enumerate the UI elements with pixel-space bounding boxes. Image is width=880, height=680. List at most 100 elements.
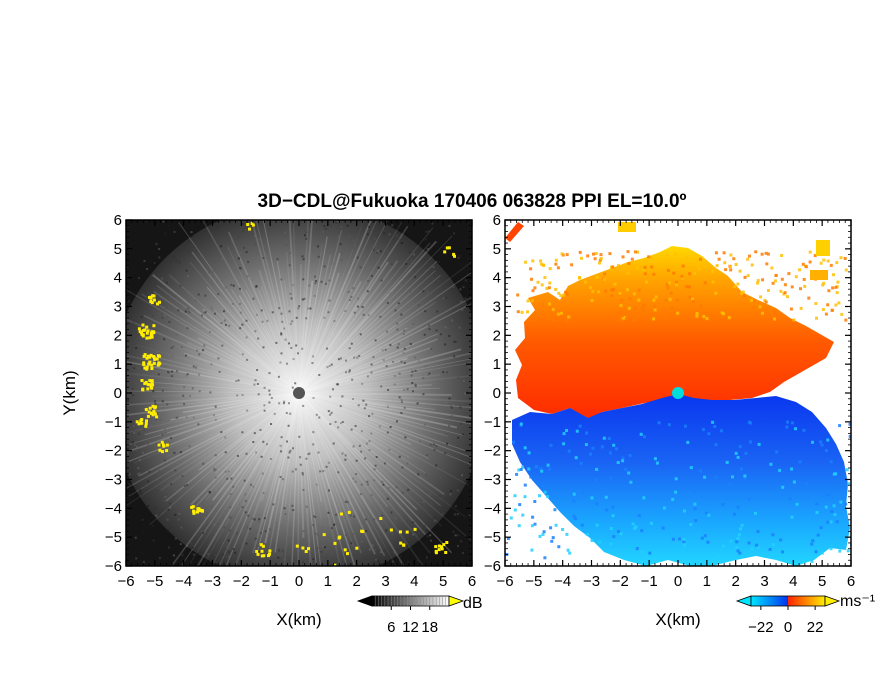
velocity-pixel: [829, 263, 833, 267]
speckle-pixel: [453, 513, 456, 516]
velocity-pixel: [661, 526, 665, 530]
velocity-pixel: [820, 551, 824, 555]
speckle-pixel: [372, 248, 375, 251]
velocity-pixel: [844, 502, 848, 506]
velocity-pixel: [681, 264, 685, 268]
radial-streak: [126, 354, 300, 394]
speckle-pixel: [214, 405, 217, 408]
velocity-pixel: [560, 252, 564, 256]
velocity-pixel: [846, 549, 850, 553]
radial-streak: [190, 392, 300, 506]
velocity-pixel: [637, 288, 641, 292]
radial-streak: [138, 392, 300, 477]
velocity-pixel: [633, 306, 637, 310]
velocity-pixel: [752, 305, 756, 309]
speckle-pixel: [186, 484, 188, 486]
speckle-pixel: [147, 480, 150, 483]
velocity-pixel: [540, 469, 544, 473]
speckle-pixel: [175, 259, 178, 262]
velocity-pixel: [648, 551, 652, 555]
speckle-pixel: [163, 338, 166, 341]
speckle-pixel: [179, 543, 182, 546]
velocity-pixel: [567, 449, 571, 453]
speckle-pixel: [253, 518, 256, 521]
speckle-pixel: [168, 321, 171, 323]
velocity-pixel: [680, 274, 684, 278]
speckle-pixel: [151, 275, 154, 278]
speckle-pixel: [442, 512, 445, 515]
velocity-pixel: [826, 303, 830, 307]
speckle-pixel: [328, 365, 331, 367]
velocity-pixel: [529, 318, 533, 322]
velocity-pixel: [748, 254, 751, 258]
speckle-pixel: [361, 382, 364, 385]
speckle-pixel: [288, 402, 290, 405]
radial-streak: [168, 274, 300, 394]
velocity-pixel: [734, 263, 738, 266]
speckle-pixel: [280, 352, 283, 355]
velocity-pixel: [580, 523, 584, 527]
speckle-pixel: [145, 406, 148, 409]
velocity-pixel: [707, 513, 711, 517]
velocity-pixel: [711, 270, 714, 274]
speckle-pixel: [190, 542, 193, 545]
y-tick-label: −3: [484, 472, 501, 489]
speckle-pixel: [360, 540, 363, 543]
velocity-pixel: [722, 312, 725, 316]
speckle-pixel: [352, 445, 355, 448]
radial-streak: [198, 337, 300, 394]
speckle-pixel: [410, 259, 413, 262]
speckle-pixel: [461, 552, 464, 555]
strong-echo-pixel: [156, 354, 160, 358]
speckle-pixel: [213, 312, 216, 315]
speckle-pixel: [127, 400, 129, 403]
speckle-pixel: [376, 234, 379, 237]
speckle-pixel: [171, 354, 174, 357]
speckle-pixel: [239, 302, 242, 305]
strong-echo-pixel: [152, 324, 156, 328]
x-tick-label: 2: [731, 573, 739, 590]
speckle-pixel: [394, 517, 397, 520]
velocity-pixel: [565, 292, 569, 296]
speckle-pixel: [127, 452, 129, 455]
speckle-pixel: [278, 307, 281, 310]
y-tick-label: 5: [493, 241, 501, 258]
speckle-pixel: [220, 431, 223, 434]
strong-echo-pixel: [255, 550, 259, 553]
speckle-pixel: [190, 231, 193, 234]
speckle-pixel: [452, 285, 455, 288]
radial-streak: [298, 392, 472, 419]
speckle-pixel: [422, 501, 425, 504]
velocity-pixel: [767, 289, 770, 292]
speckle-pixel: [426, 291, 429, 294]
speckle-pixel: [228, 547, 231, 550]
speckle-pixel: [424, 310, 427, 313]
velocity-pixel: [619, 304, 623, 308]
velocity-pixel: [750, 547, 754, 551]
speckle-pixel: [355, 459, 358, 462]
speckle-pixel: [312, 443, 315, 446]
speckle-pixel: [350, 296, 353, 299]
speckle-pixel: [214, 418, 217, 421]
velocity-pixel: [612, 443, 616, 447]
velocity-pixel: [829, 460, 833, 464]
speckle-pixel: [426, 454, 428, 457]
speckle-pixel: [312, 558, 315, 560]
radial-streak: [298, 392, 362, 554]
velocity-pixel: [741, 290, 745, 294]
velocity-pixel: [653, 308, 657, 312]
speckle-pixel: [164, 232, 167, 235]
speckle-pixel: [414, 383, 417, 386]
velocity-pixel: [843, 257, 847, 260]
speckle-pixel: [210, 363, 213, 366]
strong-echo-pixel: [379, 517, 383, 520]
speckle-pixel: [328, 489, 330, 492]
radial-streak: [156, 285, 300, 394]
speckle-pixel: [317, 245, 319, 248]
velocity-pixel: [533, 286, 537, 290]
speckle-pixel: [163, 347, 166, 350]
speckle-pixel: [398, 284, 401, 287]
speckle-pixel: [351, 378, 354, 381]
speckle-pixel: [144, 290, 147, 293]
speckle-pixel: [366, 375, 369, 378]
